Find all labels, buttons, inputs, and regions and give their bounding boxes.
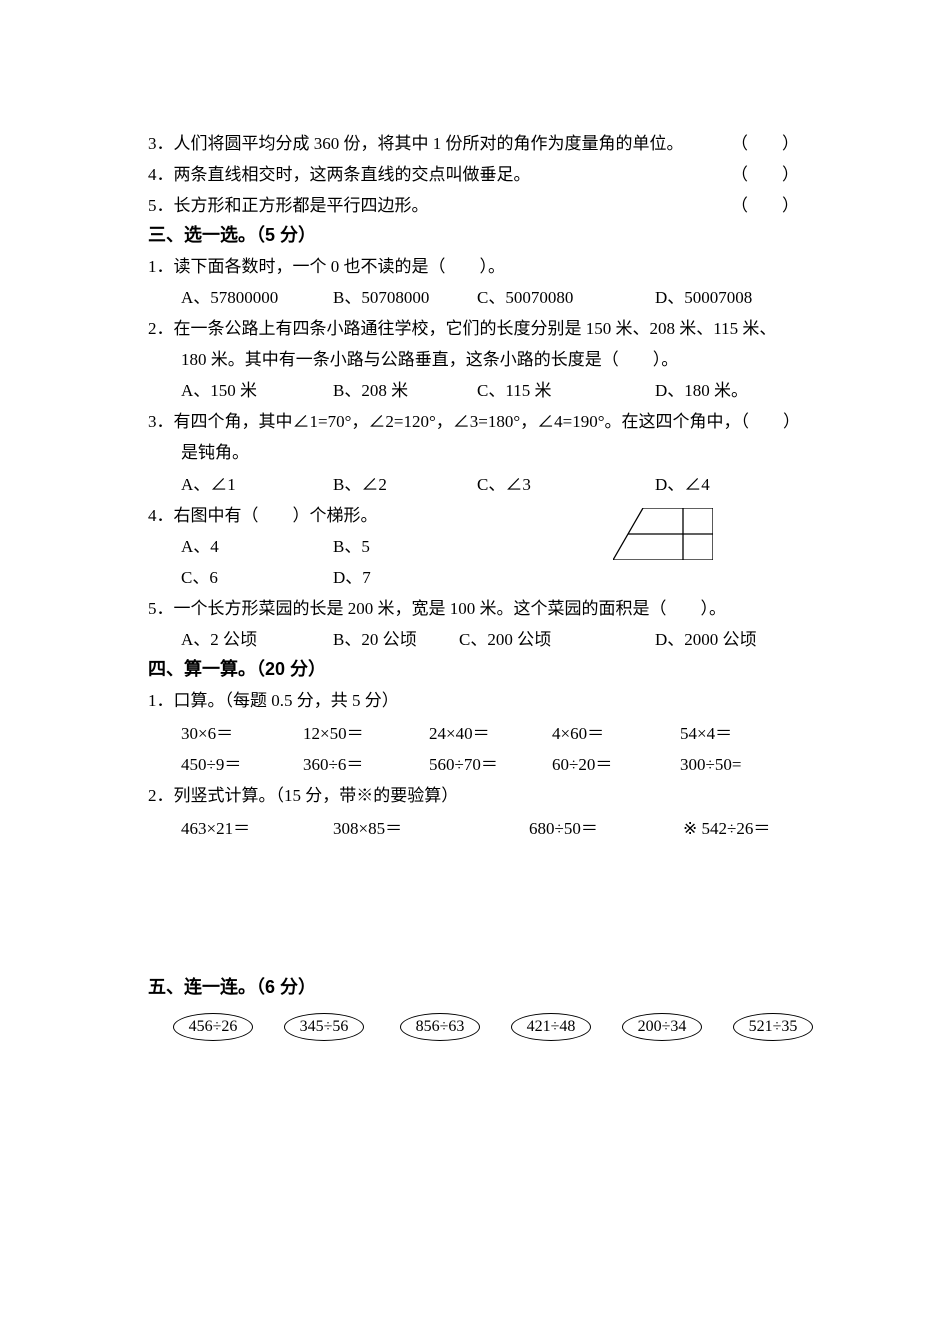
oval-d[interactable]: 421÷48 bbox=[511, 1013, 591, 1041]
s3-q1-B[interactable]: B、50708000 bbox=[333, 289, 429, 306]
s3-q1-text: 读下面各数时，一个 0 也不读的是（ ）。 bbox=[174, 257, 506, 276]
s3-q5-C[interactable]: C、200 公顷 bbox=[459, 631, 551, 648]
tf-q5: 5．长方形和正方形都是平行四边形。 bbox=[148, 197, 429, 214]
tf-q5-num: 5． bbox=[148, 196, 174, 215]
s3-q4-B[interactable]: B、5 bbox=[333, 538, 370, 555]
tf-q4-num: 4． bbox=[148, 165, 174, 184]
trapezoid-figure bbox=[613, 508, 713, 560]
s4-s1-r2-e: 300÷50= bbox=[680, 756, 741, 773]
s4-sub1-heading: 1．口算。（每题 0.5 分，共 5 分） bbox=[148, 692, 399, 709]
tf-q3-num: 3． bbox=[148, 134, 174, 153]
s3-q2-B[interactable]: B、208 米 bbox=[333, 382, 408, 399]
tf-q4-paren[interactable]: （ ） bbox=[731, 166, 799, 183]
s3-q4: 4．右图中有（ ）个梯形。 bbox=[148, 507, 378, 524]
s4-s1-r1-e: 54×4＝ bbox=[680, 725, 732, 742]
s4-s1-r2-a: 450÷9＝ bbox=[181, 756, 241, 773]
oval-b[interactable]: 345÷56 bbox=[284, 1013, 364, 1041]
s3-q3-text1: 有四个角，其中∠1=70°，∠2=120°，∠3=180°，∠4=190°。在这… bbox=[174, 412, 801, 431]
tf-q3: 3．人们将圆平均分成 360 份，将其中 1 份所对的角作为度量角的单位。 bbox=[148, 135, 684, 152]
s3-q5: 5．一个长方形菜园的长是 200 米，宽是 100 米。这个菜园的面积是（ ）。 bbox=[148, 600, 726, 617]
s3-q1-A[interactable]: A、57800000 bbox=[181, 289, 278, 306]
section3-heading: 三、选一选。（5 分） bbox=[148, 226, 316, 244]
s3-q3-D[interactable]: D、∠4 bbox=[655, 476, 710, 493]
s4-s1-r2-d: 60÷20＝ bbox=[552, 756, 612, 773]
s3-q3-A[interactable]: A、∠1 bbox=[181, 476, 236, 493]
s3-q4-C[interactable]: C、6 bbox=[181, 569, 218, 586]
s3-q4-D[interactable]: D、7 bbox=[333, 569, 371, 586]
s3-q5-B[interactable]: B、20 公顷 bbox=[333, 631, 417, 648]
s4-s1-r1-c: 24×40＝ bbox=[429, 725, 490, 742]
s4-s1-r2-b: 360÷6＝ bbox=[303, 756, 363, 773]
s3-q1-D[interactable]: D、50007008 bbox=[655, 289, 752, 306]
s3-q5-D[interactable]: D、2000 公顷 bbox=[655, 631, 757, 648]
s4-s2-d: ※ 542÷26＝ bbox=[683, 820, 770, 837]
s3-q5-text: 一个长方形菜园的长是 200 米，宽是 100 米。这个菜园的面积是（ ）。 bbox=[174, 599, 727, 618]
s3-q2-D[interactable]: D、180 米。 bbox=[655, 382, 748, 399]
s3-q3-l1: 3．有四个角，其中∠1=70°，∠2=120°，∠3=180°，∠4=190°。… bbox=[148, 413, 800, 430]
s3-q3-l2: 是钝角。 bbox=[181, 444, 249, 461]
s3-q2-C[interactable]: C、115 米 bbox=[477, 382, 551, 399]
s3-q3-num: 3． bbox=[148, 412, 174, 431]
s4-s1-r1-d: 4×60＝ bbox=[552, 725, 604, 742]
s3-q2-text1: 在一条公路上有四条小路通往学校，它们的长度分别是 150 米、208 米、115… bbox=[174, 319, 777, 338]
s4-s2-a: 463×21＝ bbox=[181, 820, 250, 837]
oval-a[interactable]: 456÷26 bbox=[173, 1013, 253, 1041]
s4-s2-c: 680÷50＝ bbox=[529, 820, 598, 837]
tf-q3-paren[interactable]: （ ） bbox=[731, 135, 799, 152]
s4-s1-r2-c: 560÷70＝ bbox=[429, 756, 498, 773]
section4-heading: 四、算一算。（20 分） bbox=[148, 660, 326, 678]
tf-q5-text: 长方形和正方形都是平行四边形。 bbox=[174, 196, 429, 215]
s3-q4-text: 右图中有（ ）个梯形。 bbox=[174, 506, 378, 525]
s4-s1-r1-a: 30×6＝ bbox=[181, 725, 233, 742]
s3-q3-C[interactable]: C、∠3 bbox=[477, 476, 531, 493]
oval-e[interactable]: 200÷34 bbox=[622, 1013, 702, 1041]
s3-q5-num: 5． bbox=[148, 599, 174, 618]
s3-q5-A[interactable]: A、2 公顷 bbox=[181, 631, 257, 648]
s3-q4-A[interactable]: A、4 bbox=[181, 538, 219, 555]
s4-s1-r1-b: 12×50＝ bbox=[303, 725, 364, 742]
oval-f[interactable]: 521÷35 bbox=[733, 1013, 813, 1041]
tf-q5-paren[interactable]: （ ） bbox=[731, 197, 799, 214]
s3-q2-l1: 2．在一条公路上有四条小路通往学校，它们的长度分别是 150 米、208 米、1… bbox=[148, 320, 776, 337]
s3-q1-num: 1． bbox=[148, 257, 174, 276]
s3-q4-num: 4． bbox=[148, 506, 174, 525]
oval-c[interactable]: 856÷63 bbox=[400, 1013, 480, 1041]
page: 3．人们将圆平均分成 360 份，将其中 1 份所对的角作为度量角的单位。 （ … bbox=[0, 0, 945, 1337]
trapezoid-svg bbox=[613, 508, 713, 560]
s3-q2-num: 2． bbox=[148, 319, 174, 338]
tf-q4-text: 两条直线相交时，这两条直线的交点叫做垂足。 bbox=[174, 165, 531, 184]
s3-q3-B[interactable]: B、∠2 bbox=[333, 476, 387, 493]
section5-heading: 五、连一连。（6 分） bbox=[148, 978, 316, 996]
s4-s2-b: 308×85＝ bbox=[333, 820, 402, 837]
tf-q3-text: 人们将圆平均分成 360 份，将其中 1 份所对的角作为度量角的单位。 bbox=[174, 134, 684, 153]
s3-q2-A[interactable]: A、150 米 bbox=[181, 382, 257, 399]
s3-q1-C[interactable]: C、50070080 bbox=[477, 289, 573, 306]
tf-q4: 4．两条直线相交时，这两条直线的交点叫做垂足。 bbox=[148, 166, 531, 183]
s3-q1: 1．读下面各数时，一个 0 也不读的是（ ）。 bbox=[148, 258, 505, 275]
s3-q2-l2: 180 米。其中有一条小路与公路垂直，这条小路的长度是（ ）。 bbox=[181, 351, 678, 368]
s4-sub2-heading: 2．列竖式计算。（15 分，带※的要验算） bbox=[148, 787, 458, 804]
